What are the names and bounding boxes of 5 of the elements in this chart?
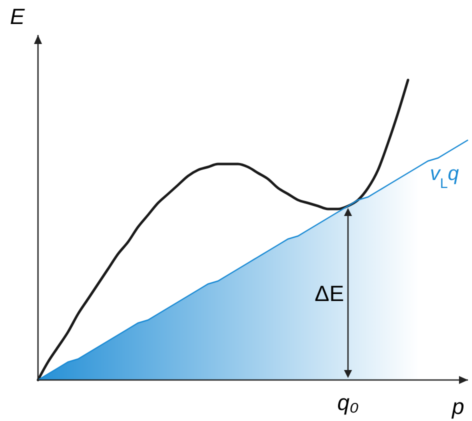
series-label: v$_{L}$q xyxy=(430,163,459,191)
x-axis-title: p xyxy=(451,394,464,419)
y-axis-title: E xyxy=(10,4,25,29)
annotation: ΔE xyxy=(314,281,344,306)
text: q₀ xyxy=(337,390,359,415)
